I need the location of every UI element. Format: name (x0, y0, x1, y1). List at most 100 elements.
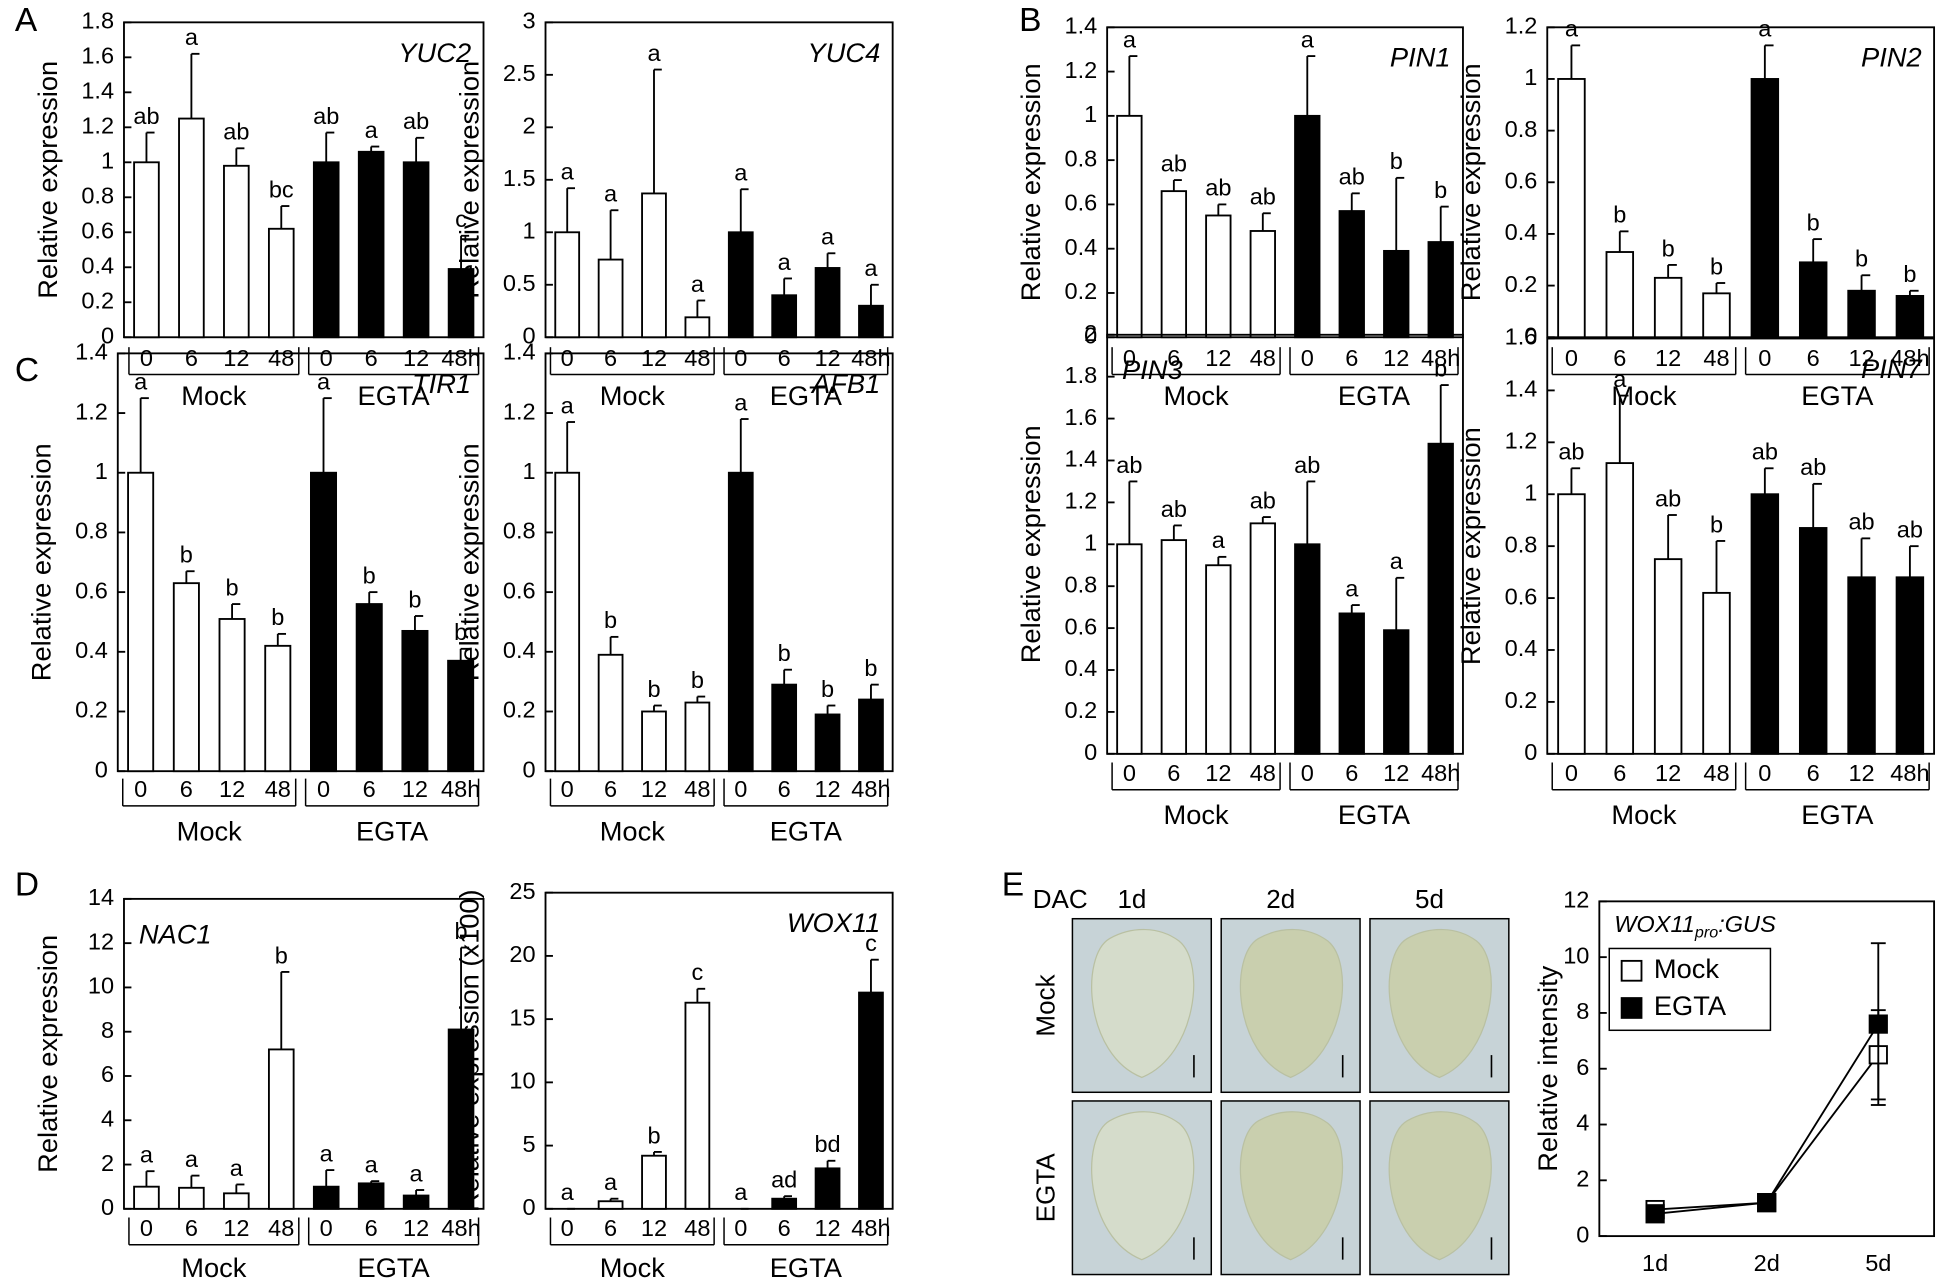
significance-letter: a (1613, 366, 1627, 392)
gene-title: YUC4 (808, 37, 881, 68)
significance-letter: a (365, 1151, 379, 1177)
bar (1605, 462, 1635, 755)
x-tick-label: 6 (365, 1215, 378, 1241)
y-tick-label: 0.2 (1064, 278, 1097, 304)
significance-letter: b (1807, 209, 1820, 235)
bar (771, 294, 798, 339)
plot-frame (123, 21, 485, 339)
significance-letter: b (1434, 355, 1447, 381)
y-tick-label: 0 (95, 756, 108, 782)
bar (771, 683, 798, 773)
x-tick-label: 12 (1848, 345, 1874, 371)
x-tick-label: 12 (223, 345, 249, 371)
significance-letter: ab (1752, 439, 1778, 465)
x-tick-label: 48h (851, 345, 890, 371)
x-tick-label: 48 (1250, 760, 1276, 786)
y-tick-label: 0.2 (1505, 271, 1538, 297)
y-tick-label: 0.5 (503, 270, 536, 296)
row-label: EGTA (1031, 1153, 1061, 1223)
significance-letter: ab (313, 103, 339, 129)
bar (312, 1185, 340, 1210)
leaf (1388, 1111, 1492, 1261)
significance-letter: ab (1294, 452, 1320, 478)
bar (814, 713, 841, 773)
bar (402, 161, 430, 339)
y-tick-label: 2 (1576, 1166, 1589, 1192)
y-tick-label: 0.2 (81, 287, 114, 313)
x-tick-label: 12 (403, 1215, 429, 1241)
y-axis-label: Relative expression (453, 443, 484, 681)
y-tick-label: 0.6 (503, 577, 536, 603)
y-axis-label: Relative expression (1455, 63, 1486, 301)
x-tick-label: 6 (1807, 345, 1820, 371)
y-tick-label: 0.6 (1505, 167, 1538, 193)
legend-marker (1620, 997, 1643, 1019)
x-tick-label: 48 (265, 776, 291, 802)
x-tick-label: 2d (1754, 1250, 1780, 1276)
x-tick-label: 0 (1301, 345, 1314, 371)
legend-label: EGTA (1654, 990, 1727, 1021)
plot-frame (1546, 26, 1936, 339)
bar (814, 1167, 841, 1210)
title-part: WOX11 (1614, 911, 1695, 937)
x-tick-label: 6 (778, 345, 791, 371)
marker (1645, 1204, 1665, 1224)
y-tick-label: 1.2 (1505, 428, 1538, 454)
significance-letter: ab (1205, 175, 1231, 201)
significance-letter: b (454, 619, 467, 645)
y-tick-label: 10 (1563, 942, 1589, 968)
bar (1847, 576, 1876, 755)
bar (1205, 564, 1232, 755)
bar (684, 1001, 711, 1210)
y-axis-label: Relative expression (453, 61, 484, 299)
y-tick-label: 1.4 (1064, 446, 1097, 472)
gene-title: AFB1 (810, 368, 880, 399)
y-tick-label: 6 (1576, 1054, 1589, 1080)
y-tick-label: 12 (1563, 887, 1589, 913)
y-tick-label: 1 (522, 458, 535, 484)
marker (1757, 1193, 1777, 1213)
y-tick-label: 1.2 (81, 113, 114, 139)
significance-letter: ab (1250, 184, 1276, 210)
significance-letter: ab (1161, 150, 1187, 176)
y-tick-label: 0 (101, 1194, 114, 1220)
significance-letter: a (1345, 575, 1359, 601)
leaf (1388, 928, 1492, 1079)
bar (1750, 493, 1780, 755)
significance-letter: c (865, 930, 877, 956)
bar (402, 1194, 430, 1210)
significance-letter: bc (269, 176, 294, 202)
bar (1798, 527, 1828, 755)
bar (267, 227, 295, 339)
group-label: Mock (1164, 380, 1230, 411)
x-tick-label: 5d (1865, 1250, 1891, 1276)
significance-letter: a (365, 117, 379, 143)
bar (1294, 114, 1321, 339)
y-tick-label: 0.4 (1064, 655, 1097, 681)
bar (1249, 522, 1276, 755)
y-tick-label: 0.8 (1064, 571, 1097, 597)
bar (597, 653, 624, 773)
y-tick-label: 0 (522, 756, 535, 782)
significance-letter: a (134, 368, 148, 394)
x-tick-label: 48h (1421, 345, 1460, 371)
y-tick-label: 3 (522, 8, 535, 34)
bar (597, 1200, 624, 1210)
x-tick-label: 6 (185, 1215, 198, 1241)
y-tick-label: 1.2 (1505, 13, 1538, 39)
y-tick-label: 0 (1576, 1221, 1589, 1247)
x-tick-label: 0 (561, 1215, 574, 1241)
x-tick-label: 0 (734, 776, 747, 802)
significance-letter: b (647, 676, 660, 702)
x-tick-label: 6 (778, 1215, 791, 1241)
x-tick-label: 0 (140, 345, 153, 371)
bar (447, 268, 475, 339)
leaf (1091, 928, 1195, 1079)
bar (401, 629, 429, 773)
y-tick-label: 1.4 (1064, 13, 1097, 39)
x-tick-label: 6 (1167, 345, 1180, 371)
bar (1338, 612, 1365, 755)
x-tick-label: 48 (1250, 345, 1276, 371)
bar (684, 701, 711, 773)
significance-letter: ab (1161, 496, 1187, 522)
